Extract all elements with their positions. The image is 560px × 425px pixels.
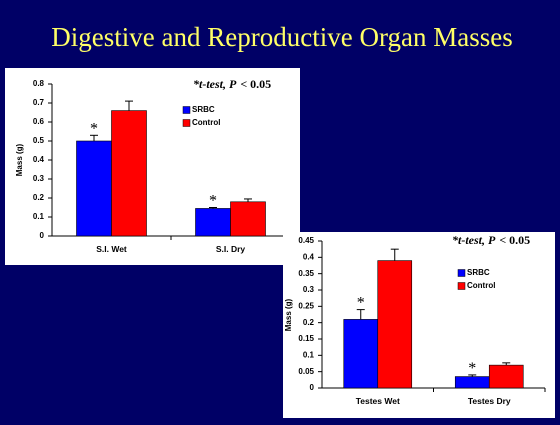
- chart-panel: 0 0.1 0.2 0.3 0.4 0.5 0.6 0.7 0.8 Mass (g) S.I. We…: [5, 68, 300, 265]
- y-tick-label: 0.1: [303, 350, 315, 359]
- y-axis-label: Mass (g): [284, 298, 293, 331]
- bar: [343, 319, 379, 389]
- slide-title: Digestive and Reproductive Organ Masses: [51, 22, 512, 52]
- bar: [454, 376, 490, 389]
- y-tick-label: 0.45: [298, 236, 314, 245]
- legend-swatch: [182, 119, 191, 127]
- y-tick-label: 0: [40, 231, 45, 240]
- y-tick-label: 0.8: [33, 79, 45, 88]
- x-tick-label: S.I. Wet: [96, 244, 127, 254]
- y-axis-label: Mass (g): [15, 143, 24, 176]
- annotation: *t-test, P < 0.05: [193, 77, 271, 91]
- y-tick-label: 0.7: [33, 98, 45, 107]
- annotation-part: < 0.05: [499, 233, 530, 247]
- bar: [230, 201, 266, 237]
- chart-panel: 0 0.05 0.1 0.15 0.2 0.25 0.3 0.35 0.4 0.45 Mass (g…: [283, 232, 555, 418]
- legend-label: Control: [192, 118, 220, 127]
- y-tick-label: 0.15: [298, 334, 314, 343]
- y-tick-label: 0.3: [303, 285, 315, 294]
- x-tick-label: S.I. Dry: [216, 244, 246, 254]
- y-tick-label: 0.25: [298, 301, 314, 310]
- y-tick-label: 0.3: [33, 174, 45, 183]
- significance-marker: *: [90, 120, 98, 137]
- legend-label: Control: [467, 281, 495, 290]
- y-tick-label: 0.4: [303, 252, 315, 261]
- y-tick-label: 0.6: [33, 117, 45, 126]
- bar: [195, 208, 231, 237]
- legend-swatch: [182, 106, 191, 114]
- bar: [111, 110, 147, 237]
- bar: [76, 140, 112, 237]
- annotation-part: < 0.05: [240, 77, 271, 91]
- chart-background: [283, 232, 555, 418]
- annotation-part: *t-test, P: [452, 233, 496, 247]
- legend-label: SRBC: [467, 268, 490, 277]
- annotation: *t-test, P < 0.05: [452, 233, 530, 247]
- y-tick-label: 0.2: [303, 318, 315, 327]
- y-tick-label: 0.5: [33, 136, 45, 145]
- legend-swatch: [457, 282, 466, 290]
- legend-swatch: [457, 269, 466, 277]
- bar: [377, 260, 413, 389]
- annotation-part: *t-test, P: [193, 77, 237, 91]
- y-tick-label: 0.1: [33, 212, 45, 221]
- x-tick-label: Testes Dry: [468, 396, 511, 406]
- significance-marker: *: [357, 295, 365, 312]
- x-tick-label: Testes Wet: [356, 396, 400, 406]
- legend-label: SRBC: [192, 105, 215, 114]
- significance-marker: *: [209, 193, 217, 210]
- y-tick-label: 0.05: [298, 367, 314, 376]
- bar: [488, 364, 524, 389]
- y-tick-label: 0.4: [33, 155, 45, 164]
- y-tick-label: 0.35: [298, 269, 314, 278]
- y-tick-label: 0: [310, 383, 315, 392]
- significance-marker: *: [468, 360, 476, 377]
- y-tick-label: 0.2: [33, 193, 45, 202]
